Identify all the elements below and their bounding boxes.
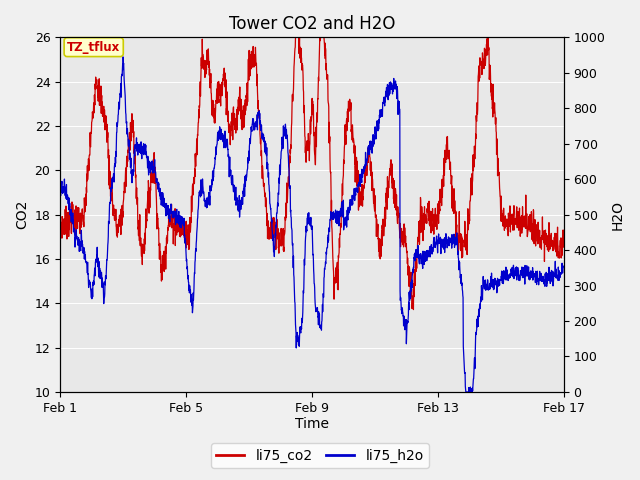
Legend: li75_co2, li75_h2o: li75_co2, li75_h2o [211,443,429,468]
li75_h2o [82,259,90,264]
li75_co2 [82,191,90,197]
Y-axis label: CO2: CO2 [15,200,29,229]
li75_co2 [410,307,417,312]
li75_h2o [288,228,296,233]
li75_co2 [292,35,300,40]
li75_co2 [288,120,296,126]
Line: li75_h2o: li75_h2o [60,57,564,392]
li75_h2o [453,242,461,248]
li75_h2o [462,389,470,395]
li75_co2 [546,247,554,252]
li75_co2 [301,150,309,156]
li75_h2o [56,192,64,197]
Line: li75_co2: li75_co2 [60,37,564,310]
li75_h2o [301,239,309,245]
X-axis label: Time: Time [295,418,329,432]
li75_co2 [546,236,554,242]
li75_h2o [546,274,554,280]
li75_co2 [453,231,461,237]
li75_h2o [560,263,568,269]
li75_h2o [119,54,127,60]
li75_co2 [56,210,64,216]
li75_co2 [560,244,568,250]
li75_h2o [546,271,554,277]
Text: TZ_tflux: TZ_tflux [67,41,120,54]
Y-axis label: H2O: H2O [611,200,625,229]
Title: Tower CO2 and H2O: Tower CO2 and H2O [229,15,395,33]
